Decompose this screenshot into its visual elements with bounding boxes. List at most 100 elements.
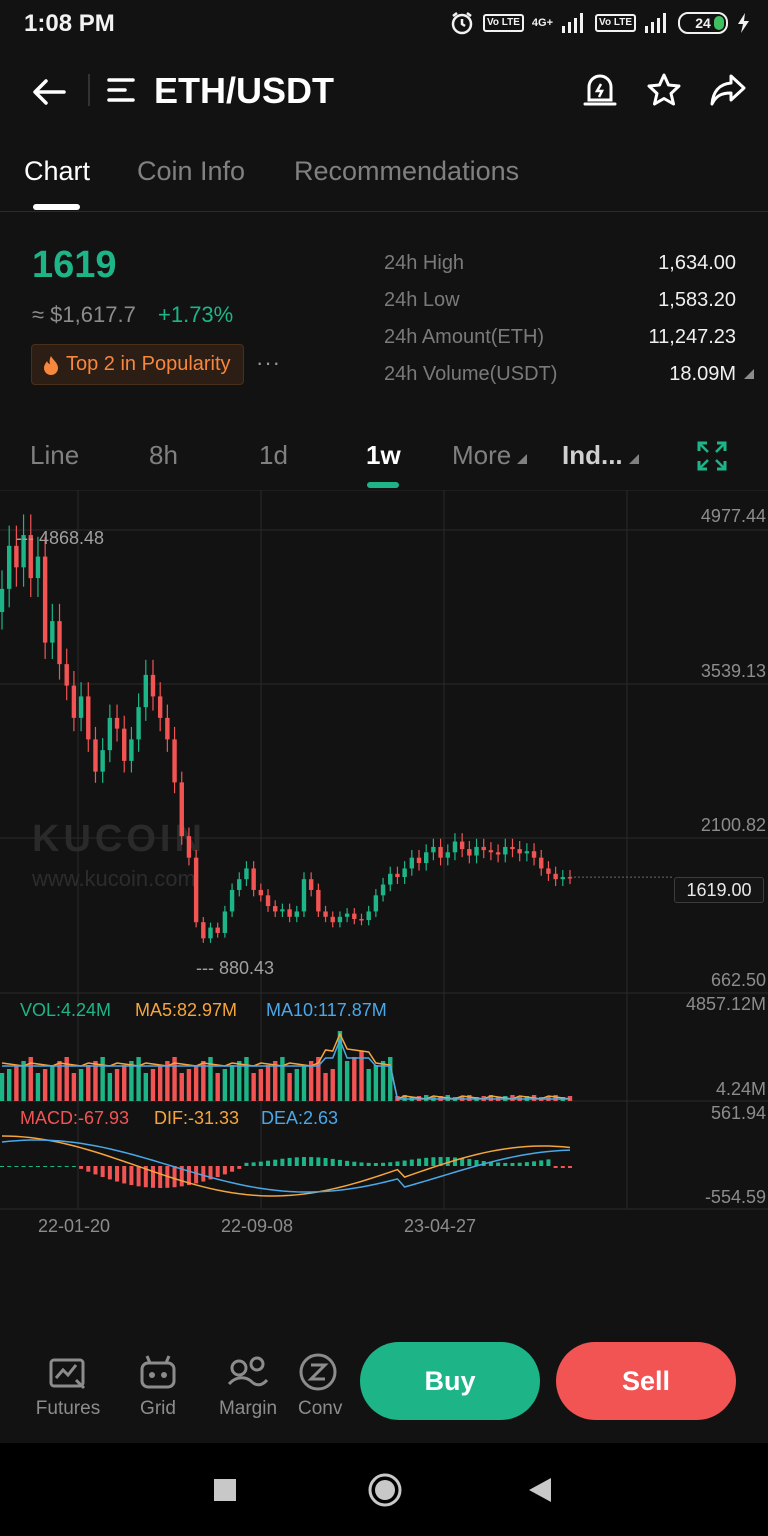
macd-bar <box>373 1162 378 1166</box>
buy-button[interactable]: Buy <box>360 1342 540 1420</box>
dif-label: DIF:-31.33 <box>154 1108 240 1128</box>
volume-bar <box>301 1065 307 1101</box>
candles <box>0 514 672 943</box>
macd-min: -554.59 <box>704 1187 766 1207</box>
macd-bar <box>14 1166 19 1167</box>
interval-1d[interactable]: 1d <box>259 440 288 470</box>
recents-icon[interactable] <box>213 1478 237 1502</box>
favorite-button[interactable] <box>644 70 684 110</box>
macd-bar <box>172 1166 177 1188</box>
macd-bar <box>352 1161 357 1166</box>
tab-bar: Chart Coin Info Recommendations <box>0 150 768 212</box>
macd-bar <box>143 1166 148 1188</box>
volume-bar <box>150 1069 156 1101</box>
macd-bar <box>194 1166 199 1184</box>
volume-min: 4.24M <box>715 1079 766 1099</box>
tab-recommendations[interactable]: Recommendations <box>294 156 520 186</box>
price-alert-button[interactable] <box>580 70 620 110</box>
candle-body <box>445 852 450 858</box>
macd-bar <box>186 1166 191 1186</box>
volume-bar <box>179 1073 184 1101</box>
candle-body <box>251 868 256 890</box>
interval-8h[interactable]: 8h <box>149 440 178 470</box>
popularity-badge[interactable]: Top 2 in Popularity <box>31 344 244 385</box>
candle-body <box>344 913 350 917</box>
max-price-value: 4868.48 <box>38 528 105 548</box>
fullscreen-button[interactable] <box>696 440 728 477</box>
interval-bar: Line 8h 1d 1w More Ind... <box>0 436 768 490</box>
volume-bar <box>402 1095 407 1101</box>
macd-bar <box>7 1166 12 1167</box>
volume-bar <box>35 1073 41 1101</box>
candle-body <box>64 664 69 686</box>
tab-coin-info[interactable]: Coin Info <box>137 156 246 186</box>
candle-body <box>495 852 501 855</box>
more-options-button[interactable]: ··· <box>256 350 281 375</box>
interval-more[interactable]: More <box>452 440 528 471</box>
volume-bar <box>172 1057 177 1101</box>
candle-body <box>510 846 515 850</box>
candle-body <box>186 836 192 858</box>
macd-bar <box>136 1166 141 1187</box>
candle-body <box>488 850 494 853</box>
candlestick-chart[interactable] <box>0 490 768 1250</box>
volume-bar <box>229 1065 235 1101</box>
candle-body <box>474 846 479 856</box>
volume-bar <box>294 1069 299 1101</box>
macd-bar <box>280 1158 285 1166</box>
interval-line[interactable]: Line <box>30 440 80 470</box>
share-button[interactable] <box>708 70 748 110</box>
stat-24h-volume[interactable]: 24h Volume(USDT) 18.09M <box>384 363 754 400</box>
stat-value: 18.09M <box>669 363 736 385</box>
futures-button[interactable]: Futures <box>28 1350 108 1420</box>
back-button[interactable] <box>28 72 72 112</box>
volume-bar <box>14 1065 19 1101</box>
volume-max: 4857.12M <box>685 994 766 1014</box>
sell-button[interactable]: Sell <box>556 1342 736 1420</box>
ma10-label: MA10:117.87M <box>266 1000 387 1020</box>
volume-bar <box>100 1057 105 1101</box>
macd-bar <box>402 1160 407 1166</box>
grid-button[interactable]: Grid <box>118 1350 198 1420</box>
pair-title[interactable]: ETH/USDT <box>154 70 334 111</box>
macd-bar <box>287 1157 292 1166</box>
stat-label: 24h High <box>384 252 465 274</box>
volume-bar <box>186 1069 192 1101</box>
candle-body <box>294 911 299 917</box>
header-divider <box>88 74 90 106</box>
macd-bar <box>532 1161 537 1166</box>
volte-badge: Vo LTE <box>482 14 524 32</box>
macd-bar <box>503 1162 508 1166</box>
volume-bar <box>316 1057 321 1101</box>
candle-body <box>208 927 213 939</box>
volume-bar <box>244 1057 249 1101</box>
macd-bar <box>21 1166 26 1167</box>
volume-bar <box>323 1073 328 1101</box>
candle-body <box>78 696 84 718</box>
interval-1w[interactable]: 1w <box>366 440 401 470</box>
macd-bar <box>524 1162 529 1166</box>
candle-body <box>431 846 436 853</box>
back-nav-icon[interactable] <box>528 1477 552 1503</box>
candle-body <box>438 846 443 858</box>
macd-bar <box>215 1166 220 1177</box>
macd-bar <box>431 1157 436 1166</box>
macd-bar <box>539 1160 544 1166</box>
volume-bar <box>78 1069 84 1101</box>
volume-bar <box>136 1057 141 1101</box>
pair-menu-button[interactable] <box>106 76 136 109</box>
margin-button[interactable]: Margin <box>208 1350 288 1420</box>
x-axis-tick: 22-09-08 <box>221 1216 294 1236</box>
stat-24h-high: 24h High 1,634.00 <box>384 252 754 289</box>
stat-value: 11,247.23 <box>648 326 737 348</box>
tab-chart[interactable]: Chart <box>24 156 91 186</box>
macd-bar <box>115 1166 120 1182</box>
interval-indicators[interactable]: Ind... <box>562 440 639 471</box>
volume-bar <box>122 1065 127 1101</box>
convert-button[interactable]: Conv <box>292 1350 344 1420</box>
home-icon[interactable] <box>367 1472 403 1508</box>
futures-label: Futures <box>35 1398 101 1419</box>
macd-bar <box>546 1159 551 1166</box>
candle-body <box>524 851 530 854</box>
candle-body <box>459 841 465 850</box>
